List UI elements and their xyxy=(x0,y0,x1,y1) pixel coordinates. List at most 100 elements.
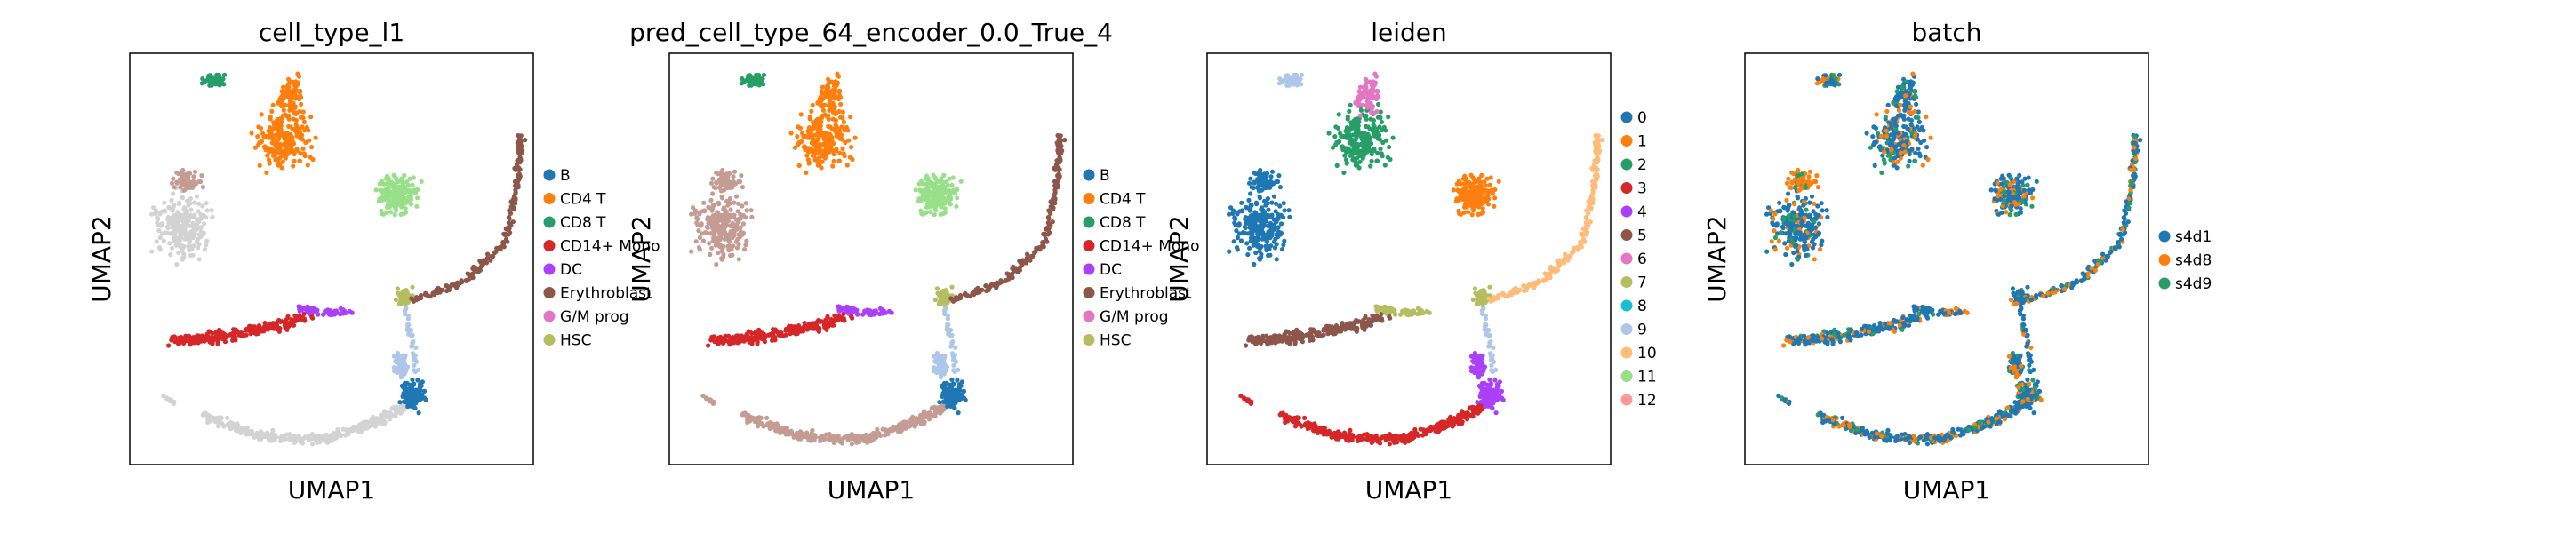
data-point xyxy=(1285,73,1290,77)
data-point xyxy=(410,378,414,382)
data-point xyxy=(764,423,769,427)
data-point xyxy=(710,177,715,181)
data-point xyxy=(1241,230,1245,235)
data-point xyxy=(1231,208,1236,212)
data-point xyxy=(952,357,956,362)
data-point xyxy=(384,211,388,215)
data-point xyxy=(399,375,404,379)
data-point xyxy=(1355,123,1359,127)
data-point xyxy=(1272,195,1276,199)
data-point xyxy=(733,223,738,227)
legend-marker xyxy=(544,311,556,322)
data-point xyxy=(397,400,402,404)
data-point xyxy=(294,118,299,123)
data-point xyxy=(333,435,338,440)
data-point xyxy=(689,212,693,217)
data-point xyxy=(274,125,278,130)
data-point xyxy=(310,442,315,446)
data-point xyxy=(1047,217,1052,221)
data-point xyxy=(812,327,816,331)
data-point xyxy=(764,416,769,420)
data-point xyxy=(724,178,729,182)
data-point xyxy=(214,77,219,82)
data-point xyxy=(1376,102,1380,107)
data-point xyxy=(779,330,783,335)
data-point xyxy=(509,199,514,203)
legend-label: CD4 T xyxy=(560,191,606,209)
data-point xyxy=(306,128,310,132)
data-point xyxy=(1358,131,1363,135)
data-point xyxy=(172,185,177,189)
data-point xyxy=(170,181,174,186)
data-point xyxy=(1337,112,1341,116)
data-point xyxy=(940,290,944,294)
data-point xyxy=(1479,190,1484,195)
data-point xyxy=(288,93,292,98)
data-point xyxy=(749,215,754,219)
data-point xyxy=(803,325,807,330)
data-point xyxy=(1029,254,1034,259)
data-point xyxy=(914,187,918,192)
data-point xyxy=(695,222,700,227)
data-point xyxy=(198,179,203,184)
data-point xyxy=(1266,186,1270,190)
data-point xyxy=(310,157,315,162)
data-point xyxy=(951,381,956,386)
data-point xyxy=(172,224,176,228)
data-point xyxy=(1046,221,1051,226)
data-point xyxy=(820,92,825,97)
data-point xyxy=(162,238,166,243)
data-point xyxy=(260,432,264,436)
data-point xyxy=(1045,227,1050,232)
data-point xyxy=(946,316,950,321)
data-point xyxy=(1037,246,1042,251)
data-point xyxy=(813,125,818,130)
data-point xyxy=(689,250,693,254)
data-point xyxy=(281,131,285,135)
data-point xyxy=(1253,251,1258,255)
data-point xyxy=(1252,181,1257,186)
data-point xyxy=(1375,109,1380,114)
data-point xyxy=(1346,115,1350,119)
data-point xyxy=(387,201,391,205)
data-point xyxy=(502,244,507,249)
data-point xyxy=(508,217,512,221)
data-point xyxy=(1387,145,1391,149)
panel-title: cell_type_l1 xyxy=(259,18,404,47)
data-point xyxy=(1461,211,1466,215)
data-point xyxy=(1388,157,1392,162)
data-point xyxy=(736,209,740,213)
data-point xyxy=(201,185,205,189)
data-point xyxy=(711,224,716,228)
data-point xyxy=(804,434,808,438)
data-point xyxy=(180,173,184,178)
data-point xyxy=(405,297,410,301)
data-point xyxy=(1360,103,1364,107)
data-point xyxy=(836,318,840,322)
data-point xyxy=(1375,93,1380,98)
data-point xyxy=(828,124,833,129)
data-point xyxy=(1375,159,1380,163)
data-point xyxy=(1005,271,1010,275)
data-point xyxy=(741,221,746,226)
data-point xyxy=(481,258,485,262)
legend-label: G/M prog xyxy=(560,308,629,326)
data-point xyxy=(696,228,700,233)
data-point xyxy=(412,187,417,192)
data-point xyxy=(273,438,277,442)
data-point xyxy=(475,266,479,270)
data-point xyxy=(887,309,892,314)
data-point xyxy=(833,84,837,89)
x-axis-label: UMAP1 xyxy=(828,475,916,505)
data-point xyxy=(1259,188,1263,193)
data-point xyxy=(940,181,945,186)
data-point xyxy=(167,205,172,210)
data-point xyxy=(1476,177,1481,181)
data-point xyxy=(1280,247,1284,251)
data-point xyxy=(695,217,700,221)
legend-marker xyxy=(1084,264,1095,275)
data-point xyxy=(1244,241,1249,245)
data-point xyxy=(958,293,963,298)
data-point xyxy=(728,186,732,190)
data-point xyxy=(821,108,826,113)
